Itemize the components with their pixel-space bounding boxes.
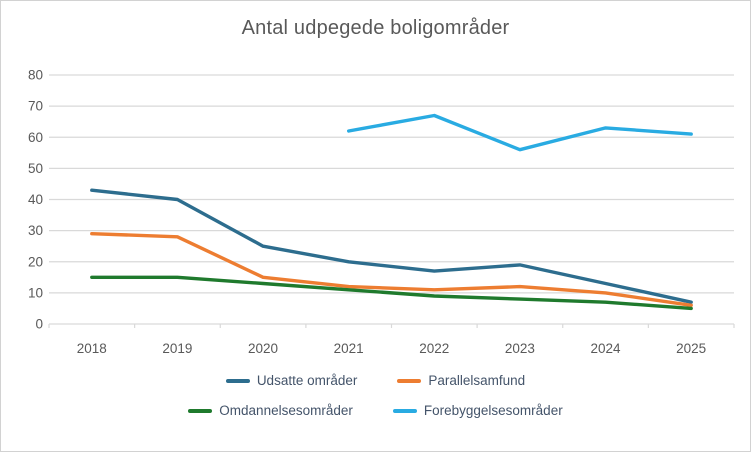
chart-title: Antal udpegede boligområder	[241, 17, 510, 39]
legend-line-swatch	[397, 378, 422, 383]
y-axis-tick-label: 30	[28, 223, 43, 238]
y-axis-tick-label: 20	[28, 254, 43, 269]
series-line-2	[90, 232, 693, 307]
legend-item-1: Udsatte områder	[225, 373, 358, 388]
y-axis-tick-label: 60	[28, 130, 43, 145]
chart-legend: Udsatte områder Parallelsamfund Omdannelse…	[126, 373, 626, 418]
series-line-1	[90, 188, 693, 304]
y-axis-tick-label: 70	[28, 99, 43, 114]
x-axis-tick-label: 2021	[334, 341, 364, 356]
legend-label: Forebyggelsesområder	[423, 403, 563, 418]
legend-label: Parallelsamfund	[428, 373, 526, 388]
y-axis-tick-label: 40	[28, 192, 43, 207]
legend-item-3: Omdannelsesområder	[188, 403, 353, 418]
x-axis-tick-label: 2024	[591, 341, 622, 356]
legend-line-swatch	[392, 408, 417, 413]
y-axis-tick-label: 10	[28, 285, 43, 300]
series-line-4	[347, 113, 693, 152]
legend-line-swatch	[188, 408, 213, 413]
x-axis-tick-label: 2018	[77, 341, 107, 356]
x-axis-tick-label: 2019	[162, 341, 192, 356]
chart-legend-wrap: Udsatte områder Parallelsamfund Omdannelse…	[1, 373, 750, 418]
x-axis-tick-label: 2022	[419, 341, 449, 356]
y-axis-tick-label: 80	[28, 68, 43, 83]
legend-line-swatch	[225, 378, 250, 383]
legend-item-2: Parallelsamfund	[397, 373, 525, 388]
legend-label: Omdannelsesområder	[219, 403, 353, 418]
legend-item-4: Forebyggelsesområder	[392, 403, 563, 418]
x-axis-tick-label: 2023	[505, 341, 535, 356]
series-line-3	[90, 275, 693, 311]
x-axis-tick-label: 2020	[248, 341, 278, 356]
x-axis-tick-label: 2025	[676, 341, 706, 356]
y-axis-tick-label: 50	[28, 161, 43, 176]
legend-label: Udsatte områder	[256, 373, 358, 388]
y-axis-tick-label: 0	[35, 317, 43, 332]
